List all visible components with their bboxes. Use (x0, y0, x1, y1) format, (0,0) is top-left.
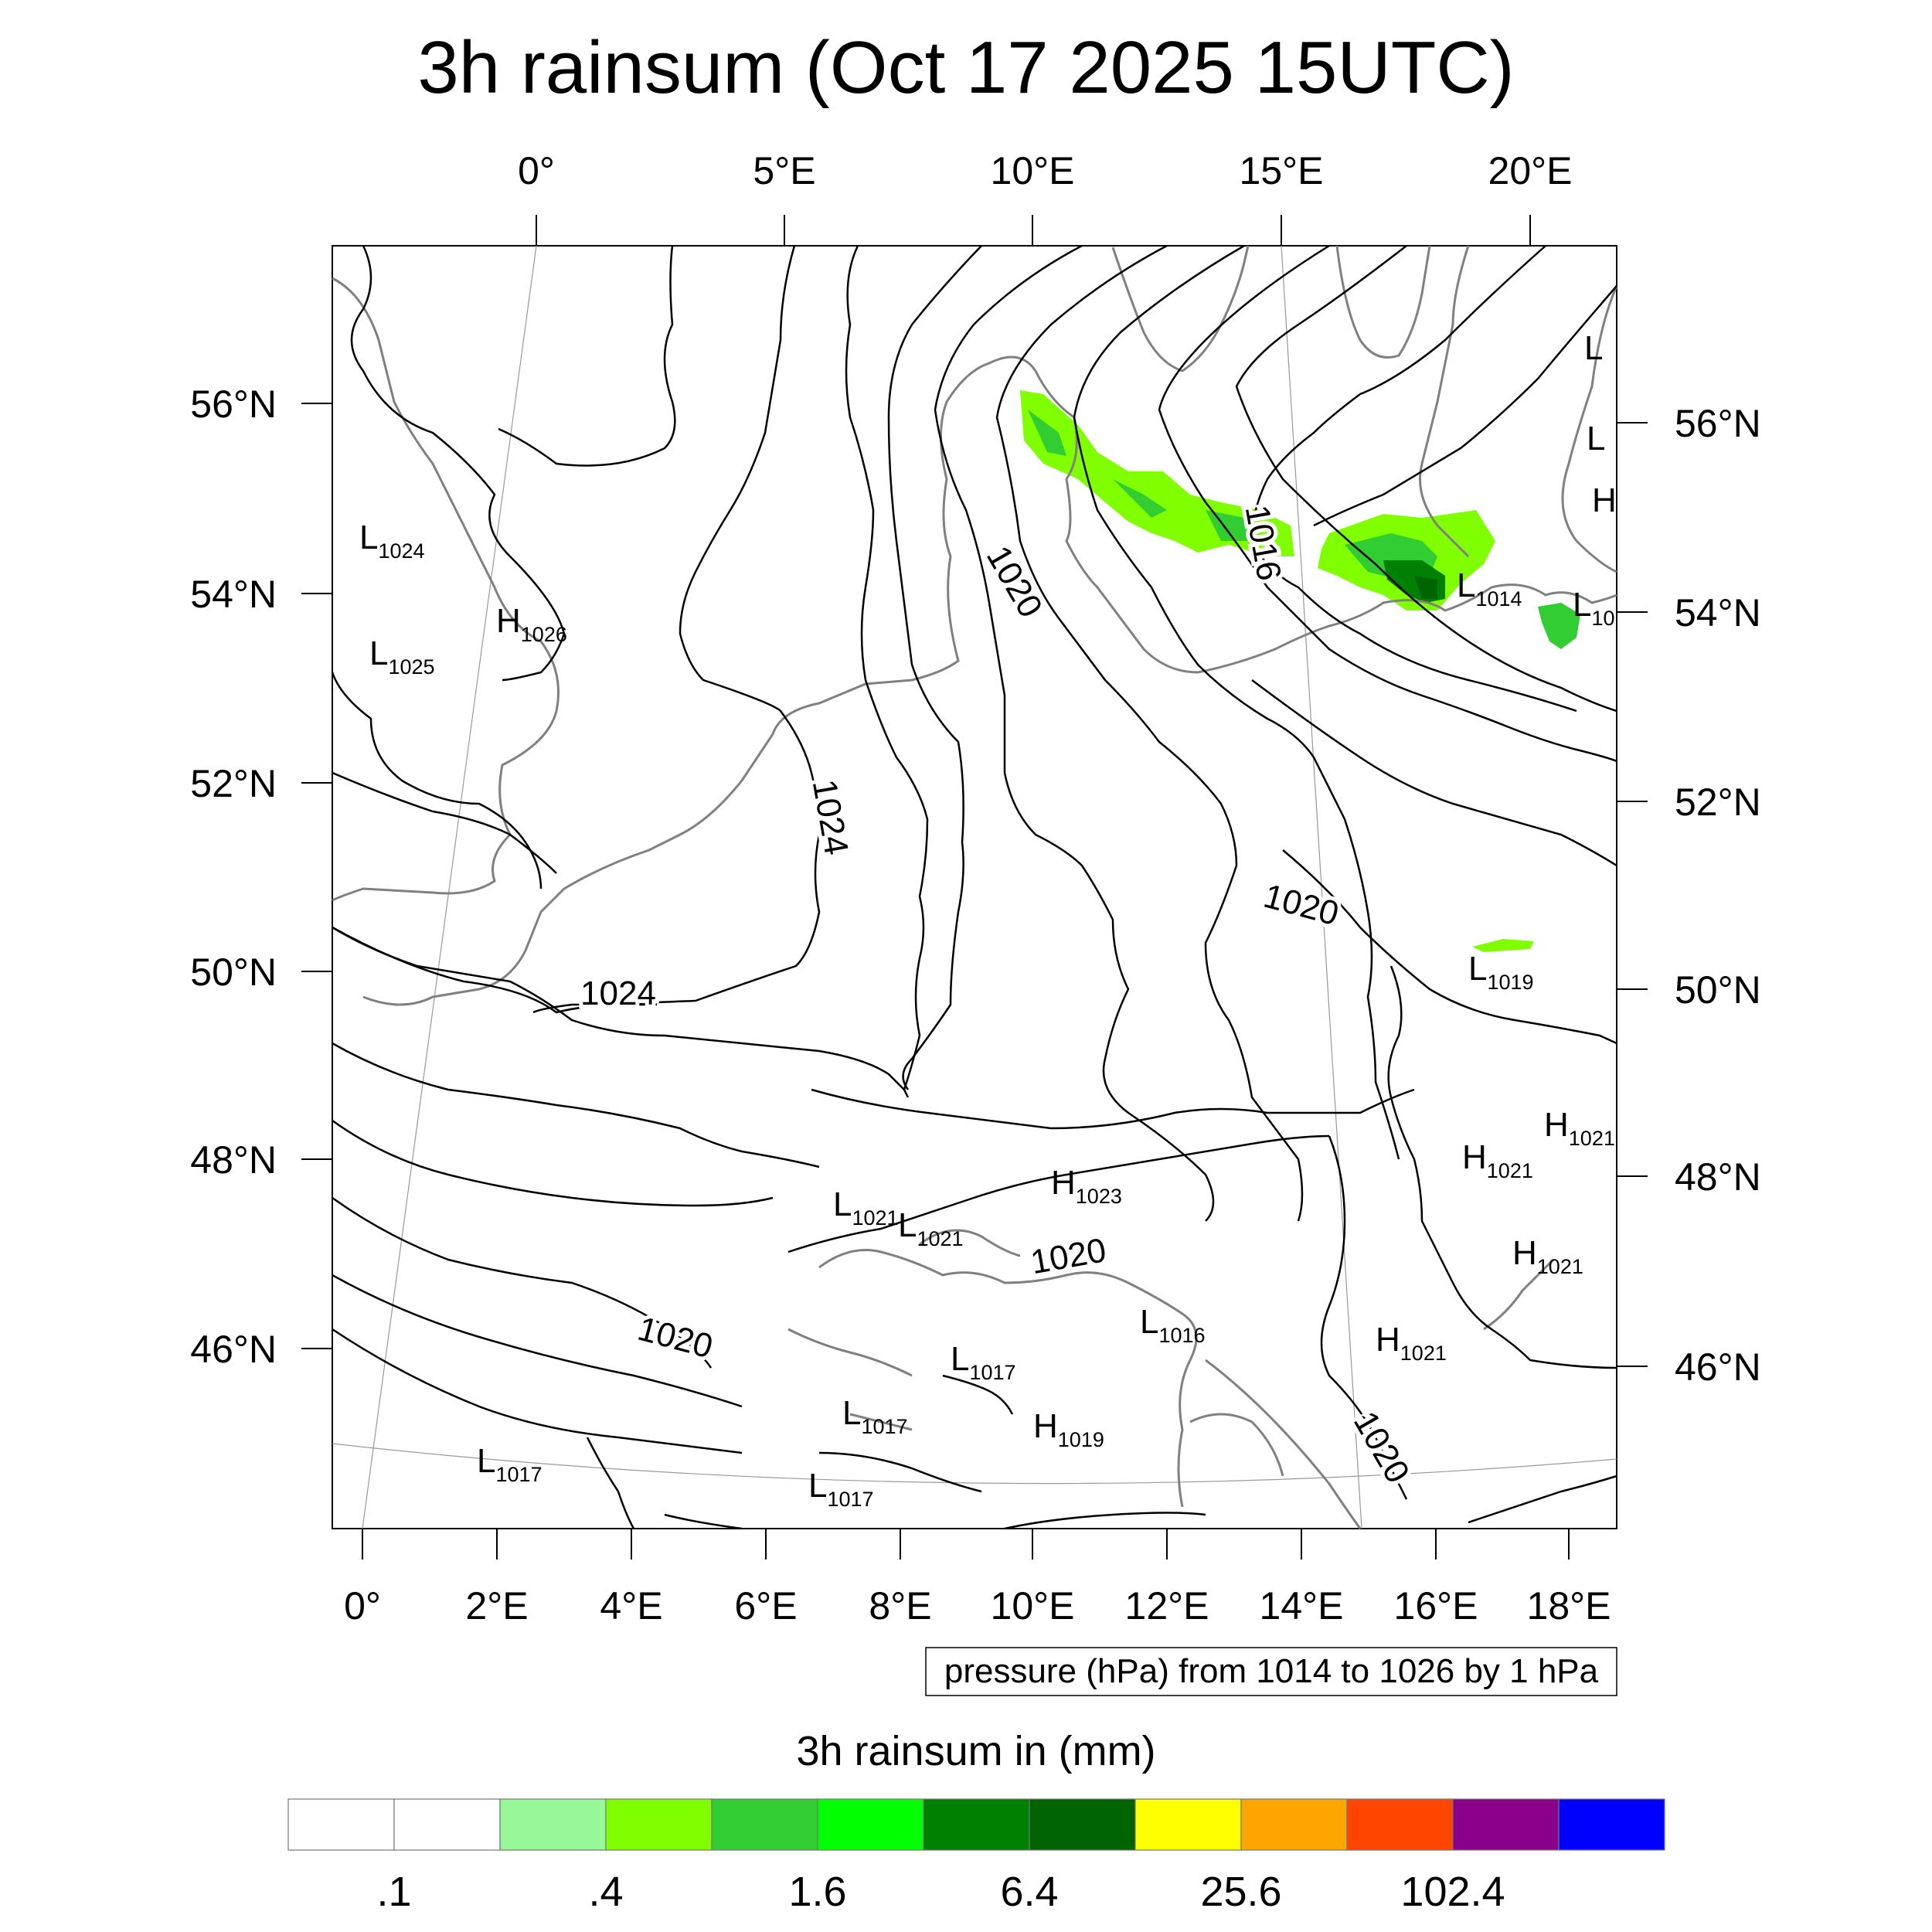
lon-label: 0° (518, 149, 555, 192)
pressure-center-label: L1017 (477, 1442, 543, 1486)
colorbar-boxes (287, 1798, 1665, 1851)
pressure-info-text: pressure (hPa) from 1014 to 1026 by 1 hP… (944, 1652, 1599, 1690)
colorbar-label: .1 (376, 1869, 411, 1915)
pressure-center-label: H (1592, 481, 1617, 519)
lon-label: 15°E (1240, 149, 1324, 192)
lat-label: 46°N (1675, 1345, 1761, 1389)
colorbar-box (287, 1798, 395, 1851)
lon-label: 14°E (1260, 1584, 1344, 1628)
lon-label: 10°E (991, 1584, 1075, 1628)
pressure-info-box: pressure (hPa) from 1014 to 1026 by 1 hP… (925, 1647, 1617, 1696)
colorbar-box (605, 1798, 713, 1851)
pressure-center-label: H1023 (1051, 1164, 1122, 1208)
colorbar-label: 6.4 (1000, 1869, 1058, 1915)
colorbar: 3h rainsum in (mm) .1 .4 1.6 6.4 25.6 102.4 (287, 1728, 1665, 1915)
pressure-center-label: L1021 (833, 1185, 899, 1230)
pressure-center-label: H1021 (1462, 1138, 1533, 1182)
pressure-center-label: H1019 (1033, 1407, 1104, 1451)
colorbar-title: 3h rainsum in (mm) (796, 1728, 1155, 1774)
lat-label: 48°N (1675, 1155, 1761, 1199)
colorbar-box (393, 1798, 501, 1851)
lon-label: 10°E (991, 149, 1075, 192)
pressure-center-label: L1017 (808, 1467, 874, 1511)
colorbar-box (1029, 1798, 1136, 1851)
pressure-center-label: L1017 (951, 1340, 1016, 1384)
lon-label: 0° (344, 1584, 381, 1628)
pressure-center-label: L1024 (359, 519, 425, 563)
lat-label: 48°N (190, 1138, 277, 1182)
colorbar-box (817, 1798, 924, 1851)
colorbar-box (711, 1798, 818, 1851)
pressure-center-label: L1017 (842, 1394, 908, 1438)
lon-label: 12°E (1125, 1584, 1209, 1628)
isobars (331, 244, 1617, 1530)
colorbar-label: 102.4 (1400, 1869, 1505, 1915)
lat-label: 56°N (190, 383, 277, 426)
colorbar-box (499, 1798, 607, 1851)
lat-label: 54°N (1675, 591, 1761, 634)
pressure-center-label: H1021 (1512, 1234, 1583, 1278)
lat-label: 46°N (190, 1328, 277, 1371)
pressure-center-label: L (1587, 420, 1605, 457)
map-frame (332, 245, 1617, 1529)
colorbar-labels: .1 .4 1.6 6.4 25.6 102.4 (376, 1869, 1505, 1915)
colorbar-label: 25.6 (1200, 1869, 1281, 1915)
pressure-center-label: H1021 (1376, 1321, 1447, 1365)
colorbar-box (1452, 1798, 1560, 1851)
lon-label: 4°E (600, 1584, 662, 1628)
lon-label: 2°E (465, 1584, 528, 1628)
lat-label: 54°N (190, 573, 277, 616)
colorbar-label: 1.6 (788, 1869, 846, 1915)
pressure-center-label: H1026 (496, 602, 567, 646)
right-latitude-labels: 56°N 54°N 52°N 50°N 48°N 46°N (1675, 402, 1761, 1389)
graticule (332, 245, 1617, 1529)
rain-shading (1020, 390, 1580, 952)
lat-label: 50°N (1675, 968, 1761, 1012)
colorbar-box (1346, 1798, 1454, 1851)
lat-label: 52°N (190, 762, 277, 805)
pressure-center-label: L1019 (1468, 950, 1534, 994)
pressure-center-label: H1021 (1544, 1106, 1615, 1150)
lon-label: 18°E (1527, 1584, 1611, 1628)
colorbar-label: .4 (588, 1869, 623, 1915)
lat-label: 52°N (1675, 781, 1761, 824)
lon-label: 16°E (1394, 1584, 1478, 1628)
lon-label: 20°E (1488, 149, 1573, 192)
pressure-center-label: L1014 (1457, 566, 1522, 611)
top-longitude-labels: 0° 5°E 10°E 15°E 20°E (518, 149, 1572, 192)
colorbar-box (1134, 1798, 1242, 1851)
bottom-longitude-labels: 0° 2°E 4°E 6°E 8°E 10°E 12°E 14°E 16°E 1… (344, 1584, 1611, 1628)
pressure-centers: L1024 H1026 L1025 L1014 L10 L1019 H1021 … (359, 329, 1617, 1511)
pressure-info-frame (925, 1647, 1617, 1696)
left-latitude-labels: 56°N 54°N 52°N 50°N 48°N 46°N (190, 383, 277, 1371)
contour-label: 1020 (1028, 1231, 1109, 1281)
lon-label: 6°E (734, 1584, 797, 1628)
lat-label: 56°N (1675, 402, 1761, 445)
coastlines (332, 245, 1618, 1529)
lon-label: 5°E (753, 149, 815, 192)
pressure-center-label: L1016 (1140, 1303, 1206, 1347)
pressure-center-label: L (1584, 329, 1603, 367)
colorbar-box (1240, 1798, 1348, 1851)
colorbar-box (923, 1798, 1030, 1851)
contour-label: 1024 (580, 975, 656, 1012)
pressure-center-label: L10 (1573, 586, 1615, 630)
colorbar-box (1558, 1798, 1665, 1851)
pressure-center-label: L1021 (898, 1206, 964, 1250)
lat-label: 50°N (190, 951, 277, 994)
map-title: 3h rainsum (Oct 17 2025 15UTC) (417, 26, 1514, 109)
pressure-center-label: L1025 (369, 634, 435, 679)
map-panel: 1024 1024 1020 1016 1020 1020 1020 1020 … (331, 244, 1618, 1530)
tick-marks (301, 215, 1648, 1560)
lon-label: 8°E (869, 1584, 931, 1628)
